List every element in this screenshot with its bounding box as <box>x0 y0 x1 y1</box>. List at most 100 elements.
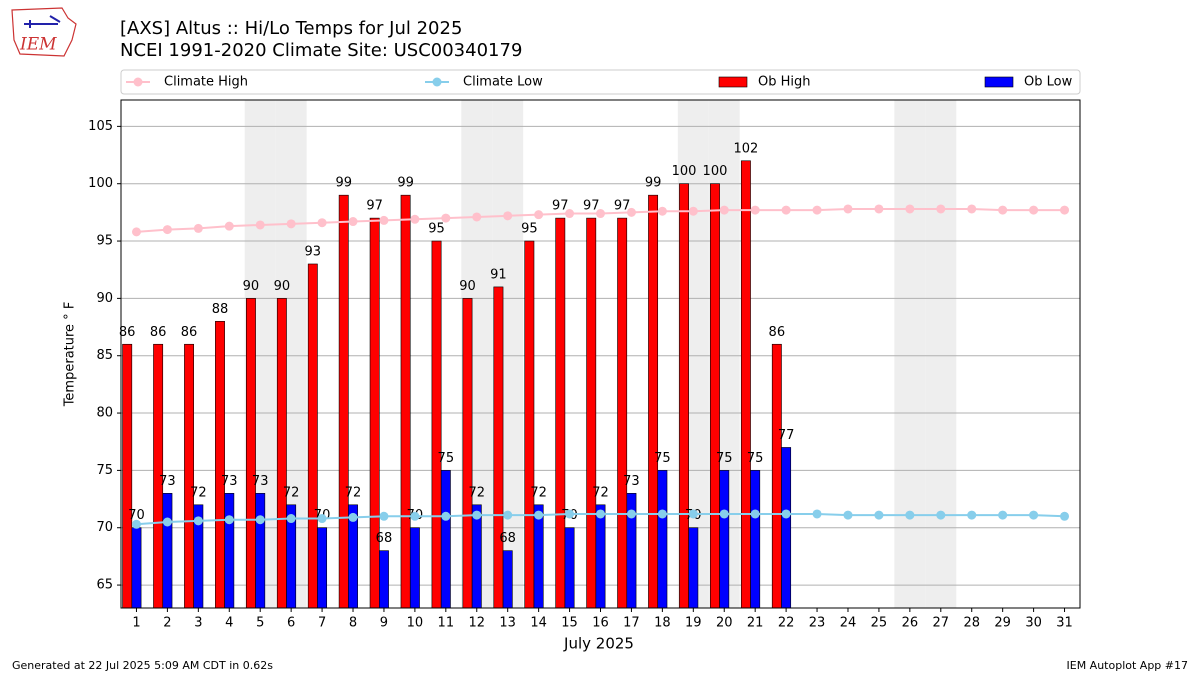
point <box>255 220 265 230</box>
point <box>286 514 296 524</box>
x-tick-label: 20 <box>716 616 733 631</box>
point <box>503 510 513 520</box>
bar <box>409 527 420 609</box>
y-tick-label: 105 <box>88 119 113 134</box>
logo: IEM <box>11 7 77 57</box>
point <box>1060 205 1070 215</box>
data-label: 73 <box>623 474 640 489</box>
bar <box>657 470 668 609</box>
bar <box>400 194 411 609</box>
data-label: 73 <box>221 474 238 489</box>
data-label: 75 <box>716 451 733 466</box>
bar <box>276 298 287 609</box>
point <box>1029 510 1039 520</box>
point <box>162 517 172 527</box>
point <box>843 204 853 214</box>
point <box>286 219 296 229</box>
point <box>998 205 1008 215</box>
x-tick-label: 27 <box>933 616 950 631</box>
point <box>967 204 977 214</box>
data-label: 68 <box>376 531 393 546</box>
bar <box>564 527 575 609</box>
data-label: 88 <box>212 302 229 317</box>
data-label: 72 <box>345 485 362 500</box>
data-label: 75 <box>438 451 455 466</box>
logo-outline <box>11 7 77 57</box>
x-tick-label: 7 <box>318 616 326 631</box>
weekend-shade <box>925 100 957 608</box>
bar <box>431 240 442 609</box>
bar <box>524 240 535 609</box>
bar <box>781 447 792 609</box>
bar <box>122 343 133 609</box>
point <box>936 510 946 520</box>
y-tick-label: 80 <box>96 406 113 421</box>
bar <box>679 183 689 609</box>
x-tick-label: 2 <box>163 616 171 631</box>
x-tick-label: 10 <box>407 616 424 631</box>
y-tick-label: 100 <box>88 176 113 191</box>
bar <box>369 217 380 609</box>
y-axis-label: Temperature ° F <box>63 302 78 408</box>
x-tick-label: 26 <box>902 616 919 631</box>
x-tick-label: 16 <box>592 616 609 631</box>
point <box>441 511 451 521</box>
logo-mark <box>24 15 61 28</box>
point <box>379 511 389 521</box>
data-label: 97 <box>552 199 569 214</box>
x-tick-label: 25 <box>871 616 888 631</box>
x-tick-label: 4 <box>225 616 233 631</box>
data-label: 99 <box>645 176 662 191</box>
bar <box>215 321 225 609</box>
bar <box>379 550 389 609</box>
x-tick-label: 14 <box>530 616 547 631</box>
data-label: 72 <box>283 485 300 500</box>
bar <box>462 298 473 609</box>
bar <box>740 160 751 609</box>
point <box>750 509 760 519</box>
point <box>626 509 636 519</box>
legend-marker <box>432 77 442 87</box>
x-tick-label: 29 <box>994 616 1011 631</box>
bar <box>255 493 266 609</box>
bar <box>688 527 699 609</box>
bar <box>710 183 720 609</box>
x-tick-label: 31 <box>1056 616 1073 631</box>
x-tick-label: 6 <box>287 616 295 631</box>
data-label: 73 <box>252 474 269 489</box>
data-label: 90 <box>243 279 260 294</box>
legend-label: Climate High <box>164 75 248 90</box>
point <box>812 205 822 215</box>
x-tick-label: 22 <box>778 616 795 631</box>
bar <box>719 470 730 609</box>
point <box>750 205 760 215</box>
point <box>874 204 884 214</box>
data-label: 86 <box>181 325 198 340</box>
chart-subtitle: NCEI 1991-2020 Climate Site: USC00340179 <box>120 40 522 61</box>
data-label: 97 <box>583 199 600 214</box>
point <box>719 205 729 215</box>
data-label: 86 <box>119 325 136 340</box>
data-label: 99 <box>335 176 352 191</box>
logo-text: IEM <box>19 35 57 55</box>
bar <box>245 298 256 609</box>
data-label: 97 <box>614 199 631 214</box>
point <box>1029 205 1039 215</box>
bar <box>617 217 628 609</box>
point <box>503 211 513 221</box>
point <box>719 509 729 519</box>
point <box>936 204 946 214</box>
point <box>843 510 853 520</box>
x-tick-label: 8 <box>349 616 357 631</box>
data-label: 90 <box>459 279 476 294</box>
legend-swatch <box>984 76 1014 88</box>
point <box>1060 511 1070 521</box>
data-label: 95 <box>428 222 445 237</box>
bar <box>555 217 566 609</box>
point <box>812 509 822 519</box>
data-label: 97 <box>366 199 383 214</box>
point <box>998 510 1008 520</box>
point <box>224 221 234 231</box>
data-label: 100 <box>703 164 728 179</box>
